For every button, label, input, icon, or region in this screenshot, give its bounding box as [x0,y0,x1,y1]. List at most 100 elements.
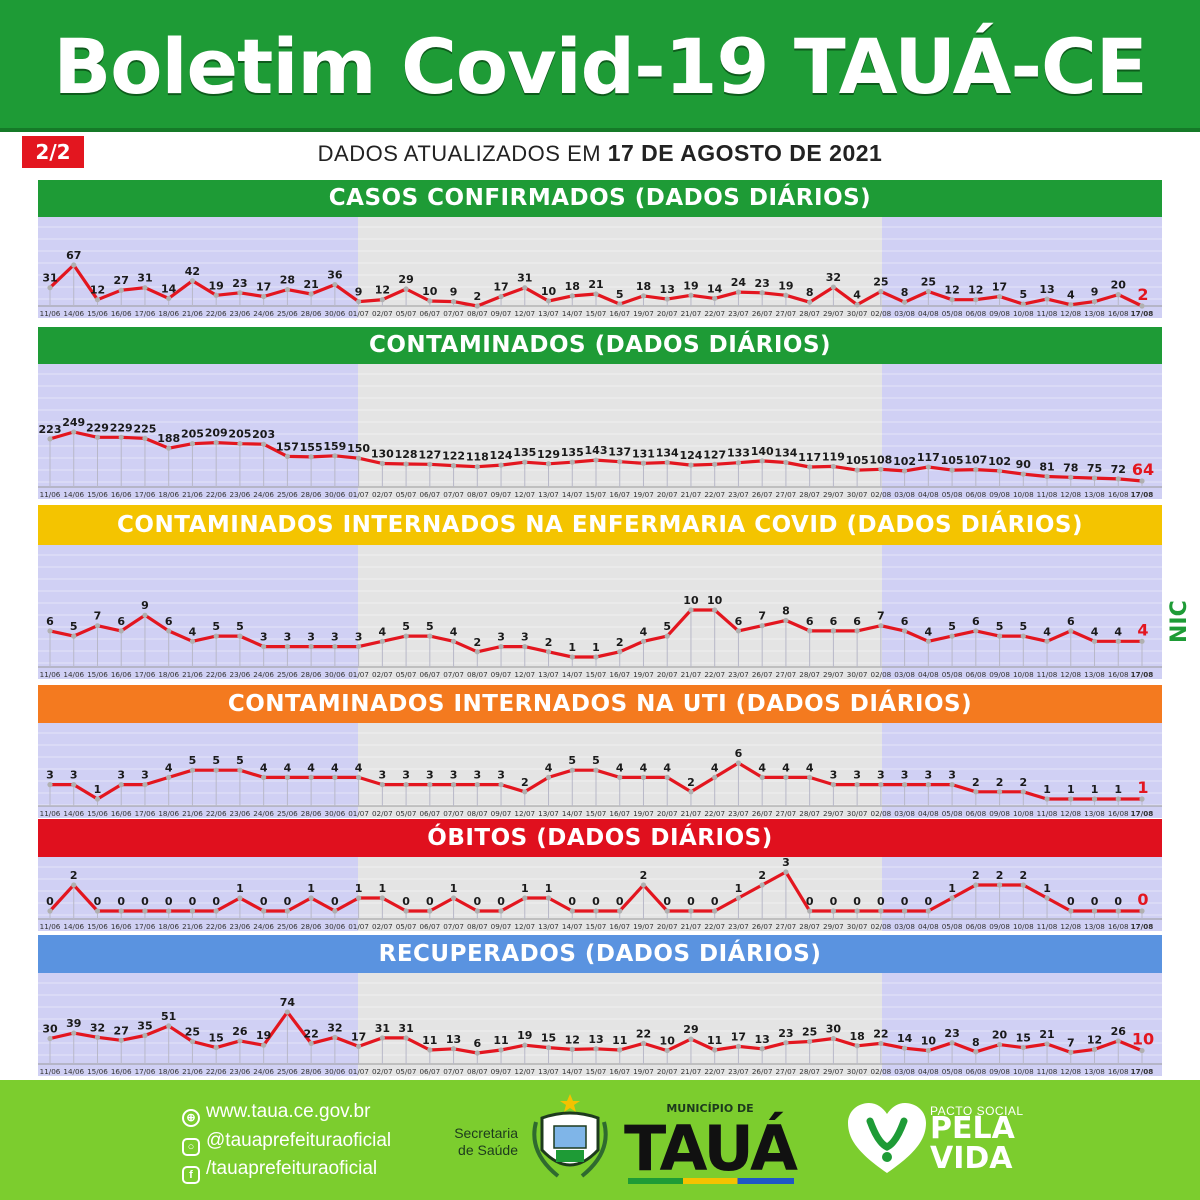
data-point [1115,638,1121,644]
data-label: 105 [941,454,964,467]
data-label: 21 [303,278,318,291]
x-tick-label: 08/07 [467,490,488,499]
data-label: 0 [260,895,268,908]
x-tick-label: 15/06 [87,922,108,931]
x-tick-label: 16/06 [111,490,132,499]
data-point [94,623,101,629]
data-label: 29 [398,273,413,286]
plot-middle-band [358,857,882,931]
data-point [142,285,148,291]
data-point [759,774,765,781]
x-tick-label: 15/07 [586,922,607,931]
x-tick-label: 05/07 [396,922,417,931]
x-tick-label: 17/06 [135,922,156,931]
data-label: 3 [402,769,410,782]
x-tick-label: 11/08 [1037,809,1058,818]
x-tick-label: 29/07 [823,922,844,931]
data-label: 209 [205,427,228,440]
data-label: 203 [252,428,275,441]
data-label: 12 [968,284,983,297]
x-tick-label: 01/07 [348,309,369,318]
data-label: 0 [94,895,102,908]
data-point [807,1038,813,1045]
data-point [474,908,480,914]
data-label: 11 [612,1034,627,1047]
data-point [617,774,623,781]
data-point [735,289,742,295]
data-label: 20 [992,1029,1008,1042]
data-label: 3 [331,631,339,644]
x-tick-label: 05/07 [396,490,417,499]
chart-panel-enfermaria: 6 11/06 5 14/06 7 15/06 6 16/06 9 17/06 6 18/06 4 21/… [38,545,1162,679]
x-tick-label: 09/07 [491,670,512,679]
data-label: 74 [280,996,296,1009]
data-label: 12 [1087,1033,1102,1046]
x-tick-label: 01/07 [348,490,369,499]
x-tick-label: 16/07 [609,490,630,499]
x-tick-label: 13/08 [1084,309,1105,318]
facebook-link[interactable]: f/tauaprefeituraoficial [182,1158,377,1184]
x-tick-label: 28/06 [301,1067,322,1076]
data-point [142,1032,148,1039]
data-point [450,782,457,788]
instagram-link[interactable]: ○ @tauaprefeituraoficial [182,1130,391,1156]
data-point [830,628,836,634]
data-label: 0 [1114,895,1122,908]
data-label: 2 [972,869,980,882]
data-label: 19 [517,1029,532,1042]
x-tick-label: 21/06 [182,490,203,499]
data-label: 135 [513,446,536,459]
x-tick-label: 26/07 [752,922,773,931]
series-line [48,263,1143,308]
data-point [593,1046,599,1052]
data-point [474,464,480,470]
x-tick-label: 05/08 [942,922,963,931]
data-point [450,298,457,305]
x-tick-label: 21/06 [182,922,203,931]
data-label: 5 [236,754,244,767]
data-point [213,767,219,773]
data-label: 12 [90,284,105,297]
x-tick-label: 09/07 [491,1067,512,1076]
data-point [189,1038,196,1045]
data-label: 4 [189,625,197,638]
data-label: 5 [616,288,624,301]
data-point [688,1036,694,1042]
x-tick-label: 05/07 [396,1067,417,1076]
data-label: 4 [640,761,648,774]
data-label: 1 [1137,778,1148,797]
x-tick-label: 07/07 [443,490,464,499]
x-tick-label: 27/07 [776,309,797,318]
data-label: 10 [660,1035,676,1048]
data-point [712,908,718,914]
data-point [664,296,670,302]
x-tick-label: 23/07 [728,309,749,318]
data-label: 2 [545,636,553,649]
x-tick-label: 15/06 [87,490,108,499]
data-point [450,463,457,469]
data-label: 1 [1114,783,1122,796]
x-tick-label: 25/06 [277,309,298,318]
data-label: 5 [212,620,220,633]
data-point [166,295,172,302]
data-point [308,1040,314,1046]
data-label: 72 [1111,463,1126,476]
data-point [1139,796,1145,802]
x-tick-label: 05/08 [942,309,963,318]
x-tick-label: 14/07 [562,670,583,679]
x-tick-label: 30/06 [325,490,346,499]
data-point [640,638,647,644]
data-point [1068,302,1074,308]
x-tick-label: 10/08 [1013,670,1034,679]
x-tick-label: 14/06 [63,809,84,818]
x-tick-label: 24/06 [253,309,274,318]
data-point [949,297,955,303]
data-point [973,297,979,303]
x-tick-label: 21/07 [681,922,702,931]
x-tick-label: 20/07 [657,922,678,931]
data-point [712,461,718,467]
data-point [189,767,196,773]
x-tick-label: 12/08 [1060,922,1081,931]
website-link[interactable]: ⊕ www.taua.ce.gov.br [182,1101,370,1127]
x-tick-label: 22/06 [206,670,227,679]
